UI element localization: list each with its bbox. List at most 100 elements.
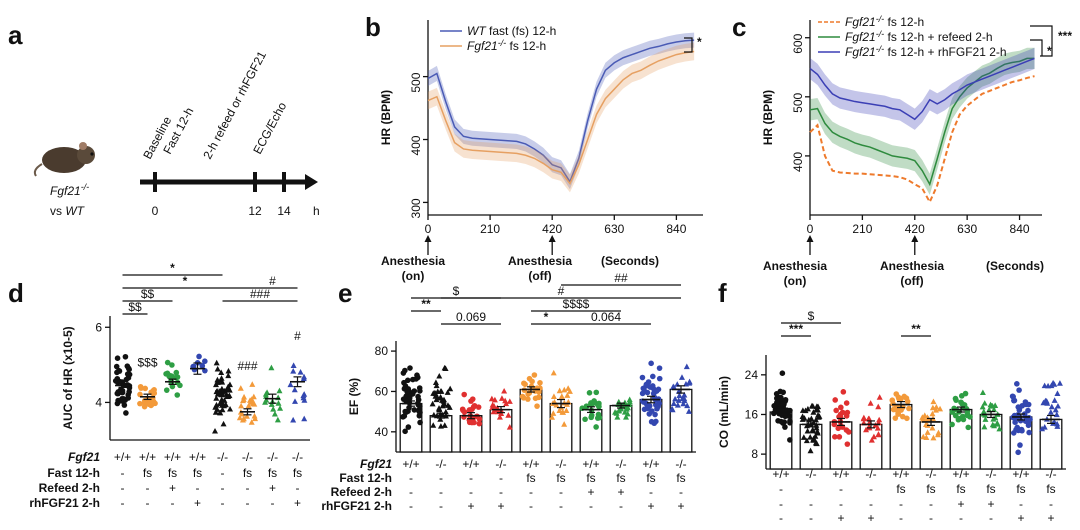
- y-tick-label: 400: [409, 135, 423, 155]
- data-point: [929, 410, 936, 417]
- data-point: [876, 416, 883, 423]
- data-point: [1053, 411, 1060, 418]
- fast-label: fs: [293, 466, 302, 480]
- rhfgf21-label: -: [899, 511, 903, 525]
- data-point: [141, 397, 148, 404]
- data-point: [250, 400, 257, 406]
- significance-b: *: [697, 35, 702, 49]
- refeed-label: -: [246, 481, 250, 495]
- genotype-label: +/+: [139, 450, 156, 464]
- data-point: [1041, 382, 1048, 389]
- data-point: [124, 363, 131, 369]
- fast-label: fs: [676, 471, 685, 485]
- data-point: [843, 400, 850, 406]
- data-point: [650, 385, 657, 392]
- data-point: [588, 412, 595, 419]
- x-tick-label: 0: [807, 222, 814, 236]
- fast-label: fs: [986, 482, 995, 496]
- data-point: [782, 396, 789, 403]
- data-point: [1051, 397, 1058, 403]
- arrow-on-head: [806, 235, 814, 242]
- data-point: [812, 416, 819, 423]
- data-point: [955, 416, 962, 423]
- data-point: [958, 399, 964, 406]
- panel-d-label: d: [8, 278, 24, 308]
- x-tick-label: 630: [957, 222, 977, 236]
- significance-c-1: *: [1047, 44, 1052, 58]
- refeed-label: -: [779, 497, 783, 511]
- row-label: rhFGF21 2-h: [321, 499, 392, 513]
- data-point: [780, 401, 786, 407]
- data-point: [1009, 393, 1016, 400]
- refeed-label: -: [439, 485, 443, 499]
- data-point: [164, 359, 171, 366]
- data-point: [930, 398, 937, 405]
- data-point: [681, 391, 688, 398]
- data-point: [114, 355, 121, 362]
- data-point: [417, 388, 423, 394]
- data-point: [219, 406, 226, 413]
- annotation-anesthesia-off-state: (off): [528, 269, 551, 283]
- data-point: [290, 416, 297, 423]
- data-point: [122, 353, 129, 360]
- data-point: [564, 392, 571, 398]
- data-point: [583, 403, 590, 409]
- data-point: [990, 406, 997, 413]
- data-point: [875, 431, 882, 437]
- data-point: [196, 353, 202, 360]
- refeed-label: -: [839, 497, 843, 511]
- rhfgf21-label: +: [647, 499, 654, 513]
- series-line-0: [809, 75, 1035, 205]
- y-axis-label: AUC of HR (x10-5): [61, 326, 75, 429]
- significance-label: ***: [789, 322, 803, 336]
- annotation-anesthesia-off: Anesthesia: [880, 259, 944, 273]
- fast-label: fs: [646, 471, 655, 485]
- data-point: [532, 395, 539, 402]
- genotype-label: +/+: [189, 450, 206, 464]
- refeed-label: -: [679, 485, 683, 499]
- data-point: [1039, 425, 1046, 432]
- rhfgf21-label: -: [146, 496, 150, 510]
- data-point: [815, 403, 822, 410]
- data-point: [248, 396, 255, 402]
- bar: [859, 423, 883, 470]
- fast-label: fs: [556, 471, 565, 485]
- group-2-label: vs WT: [50, 204, 86, 218]
- data-point: [290, 367, 297, 374]
- data-point: [593, 424, 599, 430]
- data-point: [251, 412, 258, 419]
- data-point: [952, 412, 959, 419]
- data-point: [800, 434, 807, 440]
- fast-label: -: [469, 471, 473, 485]
- y-tick-label: 500: [409, 72, 423, 92]
- data-point: [805, 416, 812, 423]
- fast-label: -: [839, 482, 843, 496]
- genotype-label: -/-: [615, 457, 626, 471]
- data-point: [1054, 420, 1061, 427]
- x-tick-label: 0: [425, 222, 432, 236]
- x-tick-label: 840: [1010, 222, 1030, 236]
- rhfgf21-label: -: [221, 496, 225, 510]
- data-point: [466, 407, 473, 413]
- data-point: [933, 403, 940, 410]
- data-point: [529, 378, 535, 385]
- data-point: [594, 415, 601, 421]
- data-point: [496, 414, 503, 420]
- rhfgf21-label: -: [929, 511, 933, 525]
- data-point: [268, 364, 275, 371]
- annotation-anesthesia-on-state: (on): [784, 274, 807, 288]
- data-point: [641, 388, 648, 394]
- data-point: [960, 416, 967, 423]
- panel-f-label: f: [718, 278, 727, 308]
- data-point: [236, 414, 243, 421]
- data-point: [670, 400, 677, 407]
- refeed-label: -: [196, 481, 200, 495]
- significance-label: *: [544, 310, 549, 324]
- data-point: [163, 371, 169, 377]
- data-point: [863, 426, 870, 433]
- series-line-2: [809, 57, 1035, 121]
- row-label: Fgf21: [68, 450, 100, 464]
- refeed-label: -: [469, 485, 473, 499]
- fast-label: -: [409, 471, 413, 485]
